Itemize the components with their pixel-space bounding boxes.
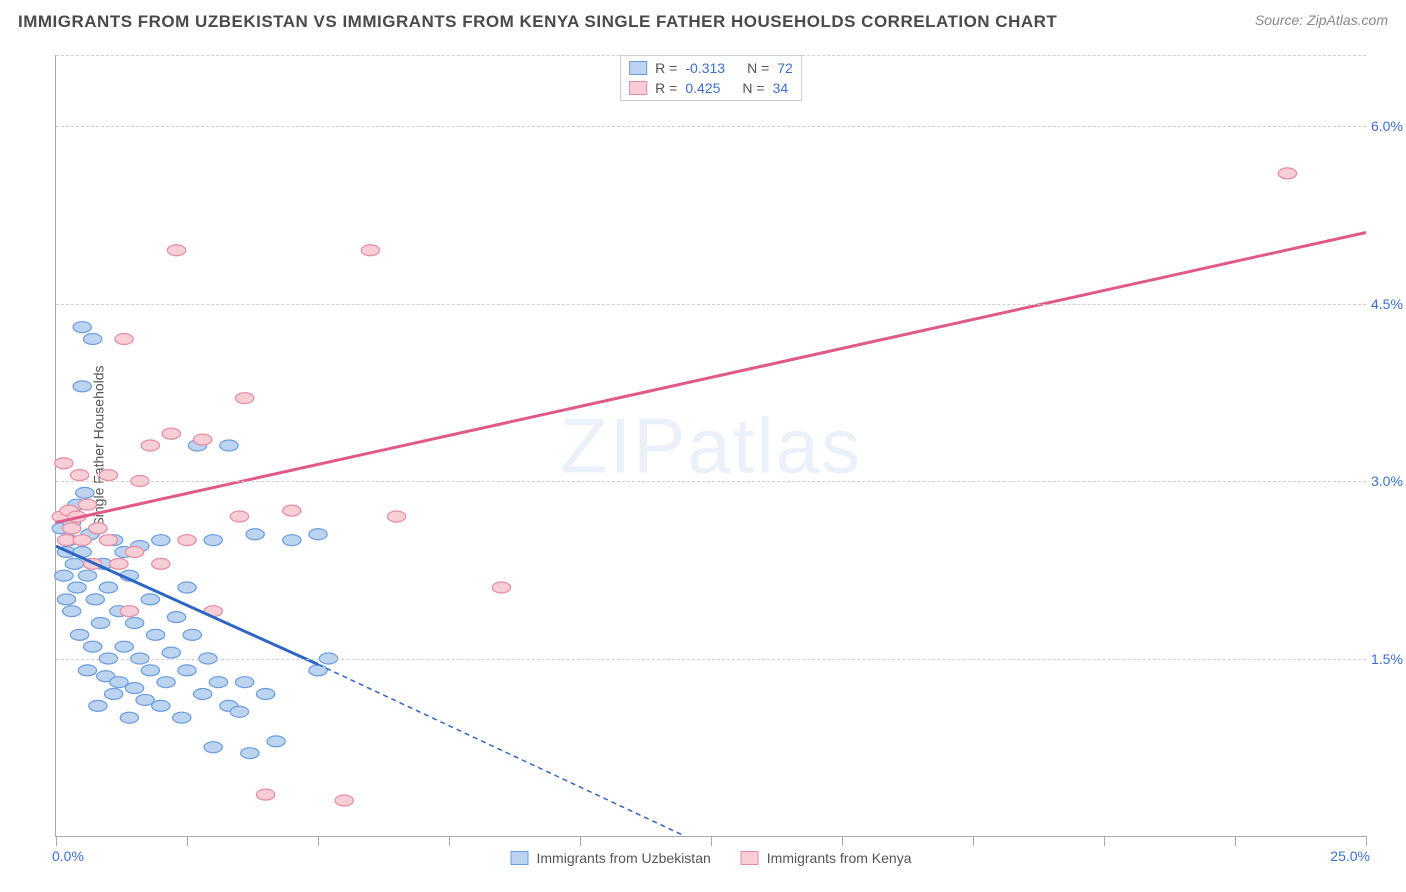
x-tick bbox=[56, 836, 57, 846]
x-tick bbox=[1235, 836, 1236, 846]
x-max-label: 25.0% bbox=[1330, 848, 1370, 864]
y-tick-label: 6.0% bbox=[1371, 118, 1406, 134]
r-value-1: 0.425 bbox=[685, 80, 720, 96]
x-min-label: 0.0% bbox=[52, 848, 84, 864]
x-tick bbox=[711, 836, 712, 846]
gridline bbox=[56, 55, 1366, 56]
r-value-0: -0.313 bbox=[685, 60, 725, 76]
series-name-0: Immigrants from Uzbekistan bbox=[537, 850, 711, 866]
chart-title: IMMIGRANTS FROM UZBEKISTAN VS IMMIGRANTS… bbox=[18, 12, 1057, 32]
x-tick bbox=[318, 836, 319, 846]
legend-stats: R = -0.313 N = 72 R = 0.425 N = 34 bbox=[620, 55, 802, 101]
gridline bbox=[56, 659, 1366, 660]
gridline bbox=[56, 481, 1366, 482]
swatch-kenya bbox=[629, 81, 647, 95]
x-tick bbox=[1104, 836, 1105, 846]
x-tick bbox=[1366, 836, 1367, 846]
swatch-kenya-b bbox=[741, 851, 759, 865]
chart-svg bbox=[56, 55, 1366, 836]
plot-area: Single Father Households ZIPatlas R = -0… bbox=[55, 55, 1366, 837]
n-label: N = bbox=[747, 60, 769, 76]
n-label: N = bbox=[742, 80, 764, 96]
x-tick bbox=[187, 836, 188, 846]
y-tick-label: 3.0% bbox=[1371, 473, 1406, 489]
y-tick-label: 4.5% bbox=[1371, 296, 1406, 312]
y-tick-label: 1.5% bbox=[1371, 651, 1406, 667]
legend-stats-row-0: R = -0.313 N = 72 bbox=[629, 58, 793, 78]
gridline bbox=[56, 126, 1366, 127]
n-value-1: 34 bbox=[773, 80, 789, 96]
series-name-1: Immigrants from Kenya bbox=[767, 850, 912, 866]
legend-series: Immigrants from Uzbekistan Immigrants fr… bbox=[511, 850, 912, 866]
legend-stats-row-1: R = 0.425 N = 34 bbox=[629, 78, 793, 98]
swatch-uzbekistan bbox=[629, 61, 647, 75]
x-tick bbox=[449, 836, 450, 846]
r-label: R = bbox=[655, 80, 677, 96]
x-tick bbox=[580, 836, 581, 846]
x-tick bbox=[842, 836, 843, 846]
x-tick bbox=[973, 836, 974, 846]
n-value-0: 72 bbox=[777, 60, 793, 76]
gridline bbox=[56, 304, 1366, 305]
legend-item-0: Immigrants from Uzbekistan bbox=[511, 850, 711, 866]
source-label: Source: ZipAtlas.com bbox=[1255, 12, 1388, 28]
legend-item-1: Immigrants from Kenya bbox=[741, 850, 912, 866]
r-label: R = bbox=[655, 60, 677, 76]
swatch-uzbekistan-b bbox=[511, 851, 529, 865]
